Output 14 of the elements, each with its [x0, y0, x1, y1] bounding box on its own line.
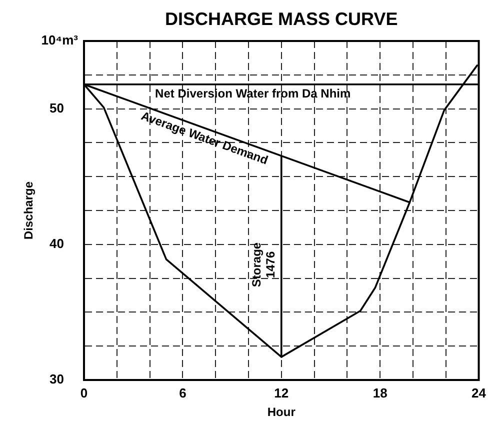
x-tick-label: 18	[372, 385, 388, 400]
x-tick-label: 6	[179, 385, 186, 400]
annotation: Storage 1476	[250, 242, 278, 288]
y-tick-label: 40	[50, 236, 64, 251]
x-tick-label: 0	[80, 385, 88, 400]
series-label: Net Diversion Water from Da Nhim	[155, 86, 351, 101]
y-tick-label: 30	[50, 372, 64, 387]
x-tick-label: 24	[472, 385, 487, 400]
chart-title: DISCHARGE MASS CURVE	[165, 8, 398, 29]
text: 10⁴m³	[41, 32, 79, 48]
x-tick-label: 12	[274, 385, 289, 400]
y-tick-label: 50	[50, 100, 64, 116]
y-axis-title: Discharge	[22, 181, 36, 240]
x-axis-title: Hour	[267, 405, 296, 420]
